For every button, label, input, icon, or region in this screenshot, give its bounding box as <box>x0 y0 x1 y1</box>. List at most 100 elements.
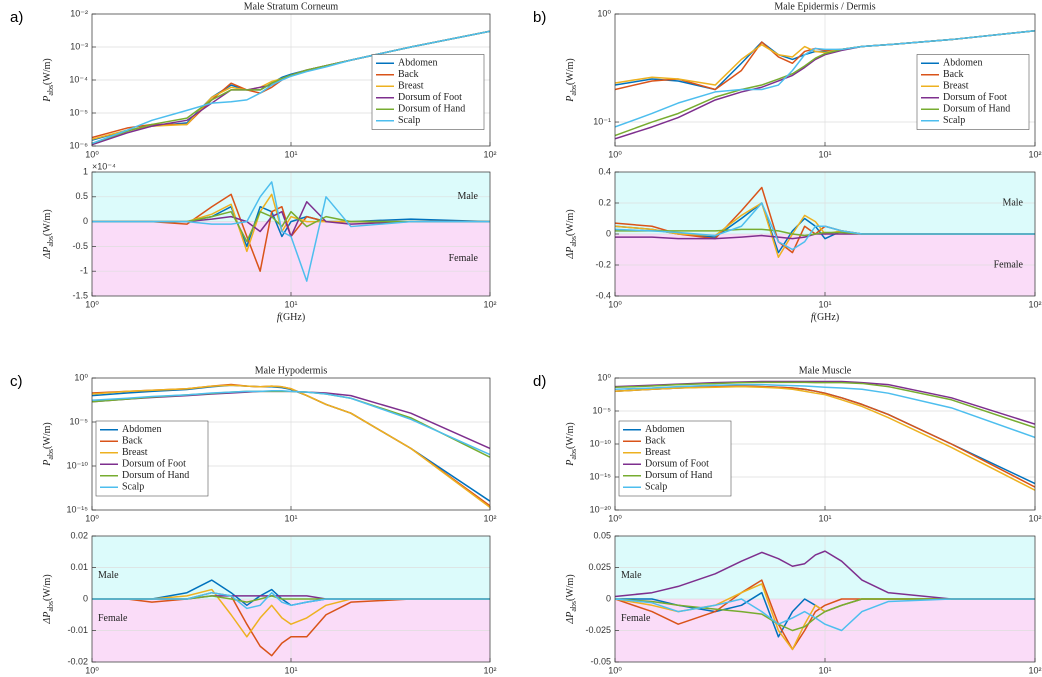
x-tick-label: 10¹ <box>284 665 297 675</box>
y-label-subscript: abs <box>569 236 578 247</box>
y-tick-label: 10⁻¹⁰ <box>67 460 89 470</box>
y-axis-label: Pabs(W/m) <box>42 58 55 102</box>
series-line <box>92 591 490 657</box>
annotation-female: Female <box>621 613 651 624</box>
x-label-unit: (GHz) <box>280 312 306 323</box>
annotation-female: Female <box>98 613 128 624</box>
y-tick-label: 0.4 <box>598 166 611 176</box>
y-tick-label: 10⁻²⁰ <box>590 504 612 514</box>
legend-label: Scalp <box>645 482 667 493</box>
series-line <box>92 181 490 282</box>
series-line <box>92 588 490 638</box>
y-label-symbol: ΔP <box>42 612 53 625</box>
legend-label: Dorsum of Hand <box>645 470 712 481</box>
x-tick-label: 10¹ <box>818 299 831 309</box>
chart-title: Male Hypodermis <box>255 365 328 376</box>
y-label-subscript: abs <box>569 601 578 612</box>
y-label-subscript: abs <box>569 449 578 460</box>
x-tick-label: 10¹ <box>818 665 831 675</box>
y-tick-label: -0.5 <box>72 241 88 251</box>
x-tick-label: 10² <box>483 665 496 675</box>
y-tick-label: 10⁰ <box>74 372 88 382</box>
y-label-symbol: ΔP <box>565 247 576 260</box>
legend-label: Dorsum of Hand <box>122 470 189 481</box>
x-tick-label: 10⁰ <box>608 149 622 159</box>
y-label-unit: (W/m) <box>42 422 53 449</box>
x-tick-label: 10⁰ <box>85 149 99 159</box>
x-tick-label: 10² <box>483 299 496 309</box>
series-line <box>92 390 490 456</box>
y-axis-label: ΔPabs(W/m) <box>565 574 578 624</box>
y-tick-label: 10⁻¹⁵ <box>67 504 89 514</box>
y-label-symbol: P <box>565 96 576 103</box>
chart-title: Male Muscle <box>799 365 852 376</box>
legend-label: Breast <box>398 81 424 92</box>
legend-box <box>371 54 485 130</box>
x-tick-label: 10² <box>483 149 496 159</box>
legend-label: Scalp <box>122 482 144 493</box>
chart-title: Male Epidermis / Dermis <box>774 1 875 12</box>
series-line <box>615 202 1035 251</box>
x-tick-label: 10² <box>1028 299 1041 309</box>
annotation-female: Female <box>449 253 479 264</box>
legend-label: Breast <box>645 447 671 458</box>
annotation-male: Male <box>457 191 478 202</box>
x-label-variable: f <box>811 312 815 323</box>
series-line <box>615 29 1035 128</box>
axes-frame <box>614 13 1036 147</box>
series-group <box>615 29 1035 140</box>
x-axis-label: f(GHz) <box>277 312 305 323</box>
series-group <box>615 380 1035 491</box>
annotation-male: Male <box>1002 197 1023 208</box>
x-tick-label: 10⁰ <box>85 513 99 523</box>
x-tick-label: 10² <box>1028 513 1041 523</box>
y-tick-label: 0.05 <box>593 530 611 540</box>
y-tick-label: 0 <box>83 593 88 603</box>
y-axis-label: Pabs(W/m) <box>565 422 578 466</box>
legend-box <box>618 420 732 497</box>
axes-frame <box>91 171 491 297</box>
y-tick-label: 0 <box>83 216 88 226</box>
axes: 10⁰ 10¹ 10² 10⁻¹ 10⁰ Male Epidermis / Dermis b… <box>533 1 1042 159</box>
series-line <box>615 383 1035 439</box>
axes: 10⁰ 10¹ 10² 10⁻²⁰ 10⁻¹⁵ 10⁻¹⁰ 10⁻⁵ 10⁰ Male Musc… <box>533 365 1042 523</box>
y-tick-label: 0.5 <box>75 191 88 201</box>
y-tick-label: 10⁻⁴ <box>69 74 88 84</box>
y-tick-label: 10⁻¹⁰ <box>590 438 612 448</box>
series-line <box>615 385 1035 491</box>
y-tick-label: 10⁻⁵ <box>70 107 89 117</box>
y-label-unit: (W/m) <box>42 574 53 601</box>
x-tick-label: 10² <box>483 513 496 523</box>
y-axis-label: ΔPabs(W/m) <box>565 209 578 259</box>
legend-label: Scalp <box>943 115 965 126</box>
legend-label: Dorsum of Foot <box>398 92 462 103</box>
x-tick-label: 10⁰ <box>608 299 622 309</box>
y-tick-label: 10⁻³ <box>70 41 88 51</box>
y-tick-label: -0.025 <box>585 625 611 635</box>
legend-label: Dorsum of Hand <box>943 104 1010 115</box>
y-label-subscript: abs <box>46 601 55 612</box>
y-tick-label: 10⁻¹ <box>593 116 611 126</box>
y-label-subscript: abs <box>569 85 578 96</box>
x-label-unit: (GHz) <box>814 312 840 323</box>
x-tick-label: 10¹ <box>284 513 297 523</box>
annotation-male: Male <box>621 570 642 581</box>
y-label-symbol: P <box>42 460 53 467</box>
x-tick-label: 10⁰ <box>85 299 99 309</box>
y-label-unit: (W/m) <box>42 58 53 85</box>
series-group <box>615 550 1035 651</box>
y-tick-label: -0.02 <box>67 656 88 666</box>
legend-label: Back <box>645 436 666 447</box>
axes-frame <box>614 535 1036 663</box>
chart-title: Male Stratum Corneum <box>244 1 339 12</box>
legend-label: Dorsum of Foot <box>122 459 186 470</box>
series-line <box>92 591 490 610</box>
legend-label: Back <box>398 69 419 80</box>
y-tick-label: 0.025 <box>588 562 611 572</box>
y-tick-label: 0.2 <box>598 197 611 207</box>
axes: 10⁰ 10¹ 10² 10⁻¹⁵ 10⁻¹⁰ 10⁻⁵ 10⁰ Male Hypodermi… <box>10 365 497 523</box>
